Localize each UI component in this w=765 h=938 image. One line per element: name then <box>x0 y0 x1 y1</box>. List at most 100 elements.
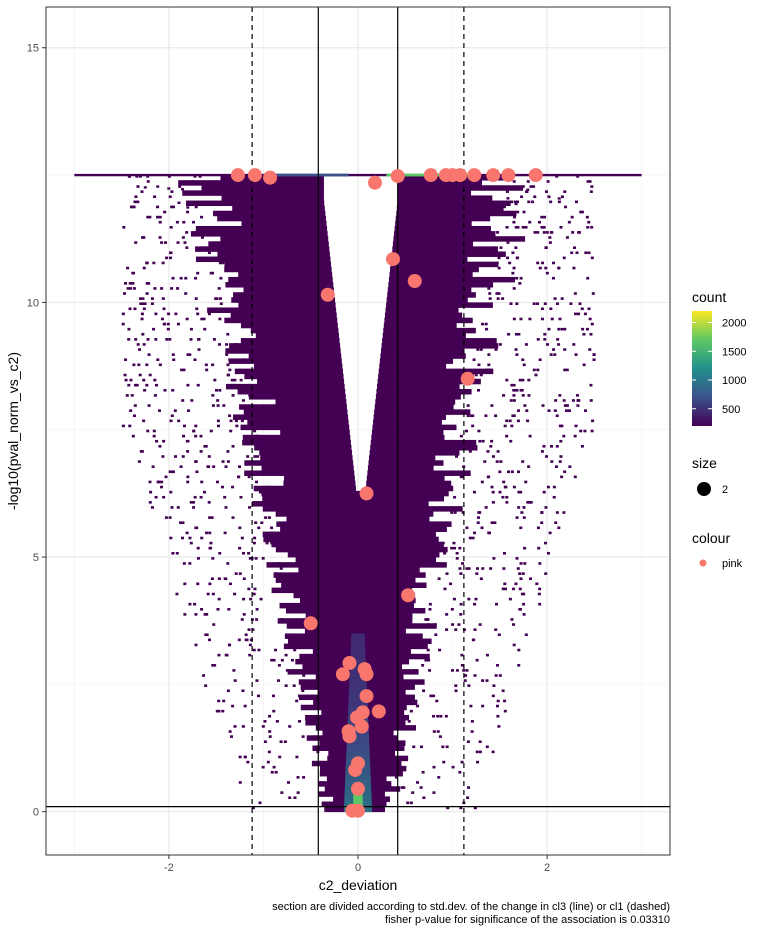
data-point <box>230 168 245 183</box>
density-bin <box>477 429 481 433</box>
density-bin <box>570 215 574 219</box>
density-bin <box>138 175 142 178</box>
caption-line-2: fisher p-value for significance of the a… <box>385 914 670 926</box>
density-bin <box>214 307 218 311</box>
density-bin <box>126 266 130 270</box>
density-bin <box>235 343 239 346</box>
density-bin <box>586 276 590 280</box>
density-bin <box>202 674 206 677</box>
density-bin <box>497 725 501 728</box>
density-band <box>257 378 345 385</box>
density-bin <box>523 546 527 550</box>
density-bin <box>577 231 581 234</box>
caption-line-1: section are divided according to std.dev… <box>272 901 670 913</box>
density-bin <box>574 200 578 204</box>
density-bin <box>473 806 477 810</box>
density-bin <box>177 419 181 423</box>
density-bin <box>257 526 261 530</box>
density-bin <box>266 760 270 764</box>
density-bin <box>493 246 497 249</box>
density-bin <box>255 445 259 448</box>
density-band <box>243 287 334 293</box>
count-tick-label: 1500 <box>722 346 746 358</box>
density-bin <box>142 343 146 346</box>
density-bin <box>211 557 215 560</box>
density-bin <box>567 220 571 224</box>
density-bin <box>227 373 231 377</box>
density-bin <box>207 251 211 255</box>
density-bin <box>181 521 185 525</box>
density-bin <box>217 424 221 428</box>
data-point <box>371 704 386 719</box>
density-bin <box>480 480 484 484</box>
density-band <box>220 236 329 242</box>
density-bin <box>176 506 180 509</box>
density-bin <box>208 582 212 586</box>
density-bin <box>573 246 577 249</box>
density-bin <box>510 424 514 428</box>
density-bin <box>575 394 579 397</box>
density-band <box>217 251 330 257</box>
density-bin <box>228 643 232 647</box>
density-bin <box>502 394 506 397</box>
density-bin <box>542 490 546 494</box>
density-bin <box>211 394 215 397</box>
density-bin <box>160 241 164 244</box>
density-bin <box>517 332 521 336</box>
density-bin <box>467 388 471 392</box>
density-bin <box>137 363 141 367</box>
density-band <box>228 358 342 364</box>
legend-count-colorbar <box>692 311 712 426</box>
density-band <box>397 185 524 191</box>
density-bin <box>487 531 491 535</box>
density-bin <box>514 582 518 586</box>
data-point <box>390 169 405 184</box>
density-bin <box>529 185 533 188</box>
density-bin <box>151 465 155 468</box>
density-bin <box>580 210 584 214</box>
density-band <box>384 312 463 319</box>
density-bin <box>130 394 134 397</box>
density-bin <box>145 261 149 265</box>
density-bin <box>263 740 267 744</box>
density-bin <box>557 200 561 204</box>
density-bin <box>519 562 523 565</box>
density-band <box>381 343 499 349</box>
density-bin <box>555 511 559 514</box>
density-bin <box>587 251 591 255</box>
density-bin <box>466 796 470 800</box>
density-band <box>388 276 515 283</box>
density-band <box>375 394 461 400</box>
density-bin <box>453 546 457 550</box>
density-bin <box>573 312 577 316</box>
density-bin <box>224 506 228 509</box>
density-bin <box>207 638 211 642</box>
density-bin <box>520 195 524 199</box>
density-bin <box>287 643 291 647</box>
x-axis: -2 0 2 <box>164 855 550 874</box>
density-bin <box>200 480 204 484</box>
density-bin <box>481 322 485 326</box>
density-bin <box>155 383 159 387</box>
density-bin <box>214 388 218 392</box>
density-bin <box>489 567 493 570</box>
density-band <box>234 368 343 375</box>
density-band <box>240 338 340 344</box>
density-bin <box>428 607 432 611</box>
density-bin <box>394 776 398 779</box>
density-bin <box>248 383 252 387</box>
density-bin <box>235 424 239 428</box>
density-bin <box>502 205 506 209</box>
density-bin <box>165 338 169 341</box>
highlight-points <box>230 168 543 818</box>
density-band <box>384 317 473 324</box>
density-bin <box>164 516 168 519</box>
density-bin <box>270 531 274 535</box>
density-bin <box>528 220 532 224</box>
density-bin <box>536 526 540 530</box>
density-bin <box>569 302 573 305</box>
density-bin <box>592 353 596 356</box>
density-bin <box>274 648 278 652</box>
density-bin <box>320 781 324 784</box>
density-bin <box>576 404 580 407</box>
